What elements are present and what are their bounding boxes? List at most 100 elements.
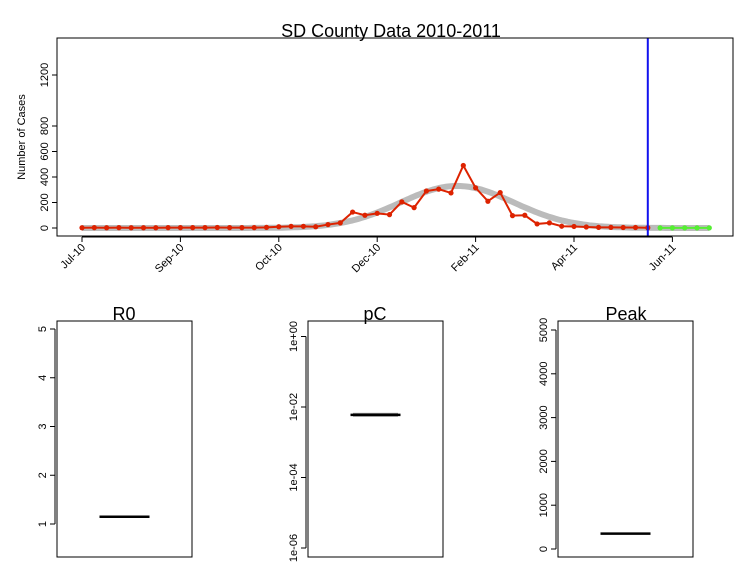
- y-tick-label: 0: [538, 546, 550, 552]
- x-tick-label: Jun-11: [647, 242, 679, 274]
- observed-point: [460, 162, 466, 169]
- observed-point: [325, 221, 331, 228]
- observed-point: [620, 224, 626, 231]
- x-tick-label: Dec-10: [350, 242, 384, 276]
- y-tick-label: 1e-06: [288, 534, 300, 562]
- observed-point: [632, 224, 639, 231]
- y-tick-label: 5000: [538, 318, 550, 342]
- y-tick-label: 5: [37, 326, 49, 332]
- observed-point: [386, 212, 393, 218]
- observed-point: [153, 225, 159, 231]
- pc-title: pC: [363, 304, 386, 324]
- r0-title: R0: [112, 304, 135, 324]
- observed-point: [190, 225, 196, 231]
- peak-title: Peak: [605, 304, 647, 324]
- y-tick-label: 800: [39, 117, 51, 135]
- observed-point: [140, 225, 147, 231]
- r0-y-axis: 1 2 3 4 5: [37, 326, 56, 527]
- peak-plot-frame: [557, 320, 694, 558]
- observed-point: [313, 224, 319, 230]
- observed-point: [534, 221, 540, 227]
- observed-point: [276, 224, 282, 230]
- r0-panel: R0 1 2 3 4 5: [37, 304, 193, 558]
- y-tick-label: 4: [37, 375, 49, 381]
- observed-point: [350, 209, 356, 215]
- x-tick-label: Jul-10: [58, 242, 88, 272]
- y-tick-label: 1200: [39, 63, 51, 87]
- observed-point: [300, 223, 306, 229]
- observed-point: [177, 225, 183, 231]
- observed-point: [522, 212, 528, 218]
- observed-point: [104, 225, 110, 231]
- observed-point: [423, 188, 429, 194]
- y-tick-label: 1: [37, 521, 49, 527]
- observed-point: [288, 223, 294, 229]
- observed-point: [583, 224, 589, 230]
- pc-boxplot: [350, 412, 401, 417]
- x-tick-label: Apr-11: [549, 242, 580, 273]
- forecast-point: [657, 225, 663, 231]
- observed-point: [571, 223, 577, 230]
- observed-point: [239, 225, 245, 231]
- observed-point: [596, 224, 602, 230]
- timeseries-panel: SD County Data 2010-2011 0 200 400 600 800 12…: [16, 21, 734, 276]
- forecast-point: [694, 225, 700, 231]
- forecast-point: [706, 225, 712, 231]
- peak-y-axis: 0 1000 2000 3000 4000 5000: [538, 318, 557, 552]
- observed-point: [608, 224, 614, 230]
- x-tick-label: Oct-10: [253, 242, 285, 274]
- pc-plot-frame: [307, 320, 444, 558]
- observed-point: [374, 210, 380, 216]
- observed-point: [227, 225, 233, 231]
- observed-point: [509, 213, 516, 219]
- y-tick-label: 1e-04: [288, 463, 300, 491]
- y-tick-label: 1e-02: [288, 393, 300, 421]
- timeseries-y-axis-label: Number of Cases: [16, 94, 28, 180]
- x-tick-label: Sep-10: [153, 242, 187, 276]
- peak-panel: Peak 0 1000 2000 3000 4000 5000: [538, 304, 694, 558]
- y-tick-label: 3: [37, 423, 49, 429]
- observed-point: [497, 189, 503, 196]
- observed-point: [411, 205, 417, 211]
- forecast-point: [682, 225, 688, 231]
- y-tick-label: 0: [39, 225, 51, 231]
- pc-y-axis: 1e-06 1e-04 1e-02 1e+00: [288, 321, 307, 562]
- observed-point: [448, 190, 454, 196]
- observed-point: [436, 186, 442, 192]
- y-tick-label: 400: [39, 168, 51, 186]
- y-tick-label: 4000: [538, 362, 550, 386]
- timeseries-marks: [79, 38, 712, 236]
- timeseries-x-axis: Jul-10 Sep-10 Oct-10 Dec-10 Feb-11 Apr-11 Jun-…: [58, 236, 679, 276]
- observed-point: [91, 225, 97, 231]
- observed-point: [251, 225, 257, 231]
- observed-point: [559, 223, 565, 229]
- timeseries-y-axis: 0 200 400 600 800 1200: [39, 63, 57, 231]
- observed-point: [485, 198, 491, 204]
- observed-point: [165, 225, 171, 231]
- observed-point: [337, 220, 343, 226]
- observed-point: [546, 220, 553, 226]
- y-tick-label: 1e+00: [288, 321, 300, 352]
- observed-point: [202, 225, 208, 231]
- observed-point: [214, 224, 220, 231]
- observed-point: [79, 225, 85, 231]
- y-tick-label: 2000: [538, 449, 550, 473]
- observed-point: [263, 224, 270, 230]
- y-tick-label: 2: [37, 472, 49, 478]
- forecast-point: [669, 225, 676, 231]
- pc-panel: pC 1e-06 1e-04 1e-02 1e+00: [288, 304, 444, 562]
- y-tick-label: 3000: [538, 405, 550, 429]
- observed-point: [473, 185, 479, 191]
- timeseries-plot-frame: [56, 37, 734, 237]
- timeseries-title: SD County Data 2010-2011: [281, 21, 501, 41]
- observed-point: [116, 225, 122, 231]
- y-tick-label: 600: [39, 142, 51, 160]
- observed-point: [362, 212, 368, 218]
- observed-point: [399, 199, 405, 205]
- y-tick-label: 1000: [538, 493, 550, 517]
- r0-plot-frame: [56, 320, 193, 558]
- observed-point: [128, 225, 134, 231]
- x-tick-label: Feb-11: [449, 242, 482, 275]
- y-tick-label: 200: [39, 193, 51, 211]
